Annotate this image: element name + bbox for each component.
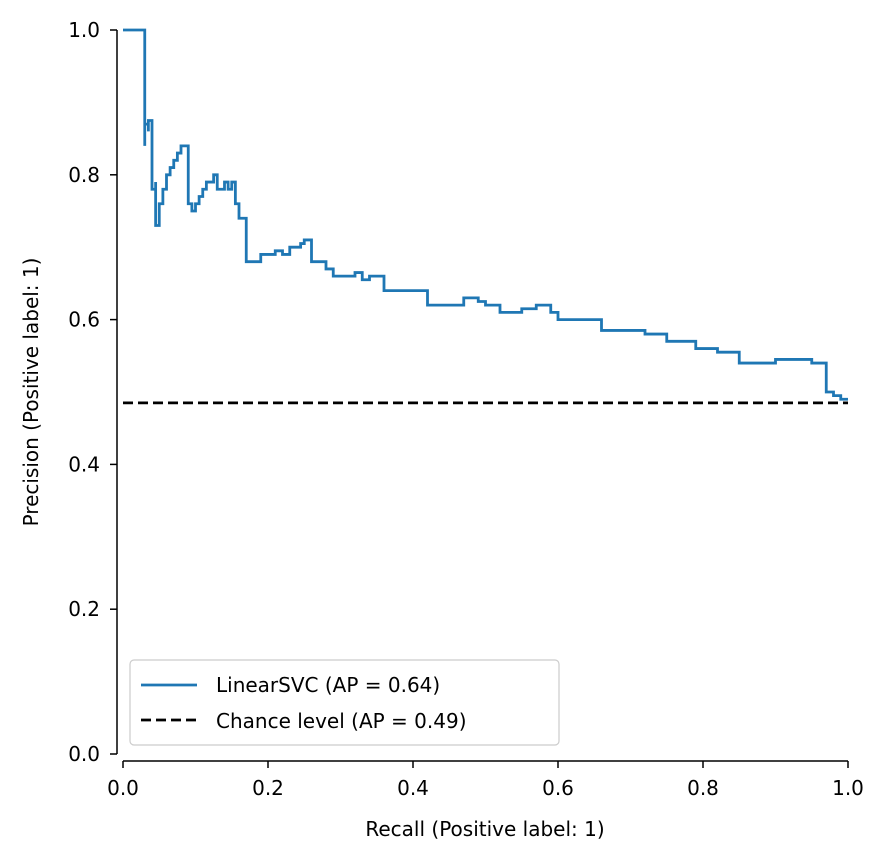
x-tick-label: 0.6	[542, 776, 574, 800]
y-tick-label: 0.8	[68, 163, 100, 187]
y-axis-ticks: 0.0 0.2 0.4 0.6 0.8 1.0	[68, 18, 117, 766]
legend: LinearSVC (AP = 0.64) Chance level (AP =…	[129, 659, 560, 746]
y-tick-label: 0.2	[68, 597, 100, 621]
y-tick-label: 0.6	[68, 308, 100, 332]
x-tick-label: 0.0	[107, 776, 139, 800]
series-line-linearsvc	[123, 28, 848, 401]
legend-label-chance: Chance level (AP = 0.49)	[216, 709, 467, 733]
x-tick-label: 0.2	[252, 776, 284, 800]
y-tick-label: 1.0	[68, 18, 100, 42]
y-tick-label: 0.4	[68, 452, 100, 476]
y-axis-label: Precision (Positive label: 1)	[19, 258, 43, 527]
x-axis-label: Recall (Positive label: 1)	[365, 817, 604, 841]
plot-area	[123, 28, 848, 405]
x-axis-ticks: 0.0 0.2 0.4 0.6 0.8 1.0	[107, 761, 864, 800]
legend-box	[129, 659, 560, 746]
legend-label-linearsvc: LinearSVC (AP = 0.64)	[216, 673, 440, 697]
x-tick-label: 0.4	[397, 776, 429, 800]
x-tick-label: 1.0	[832, 776, 864, 800]
x-tick-label: 0.8	[687, 776, 719, 800]
y-tick-label: 0.0	[68, 742, 100, 766]
